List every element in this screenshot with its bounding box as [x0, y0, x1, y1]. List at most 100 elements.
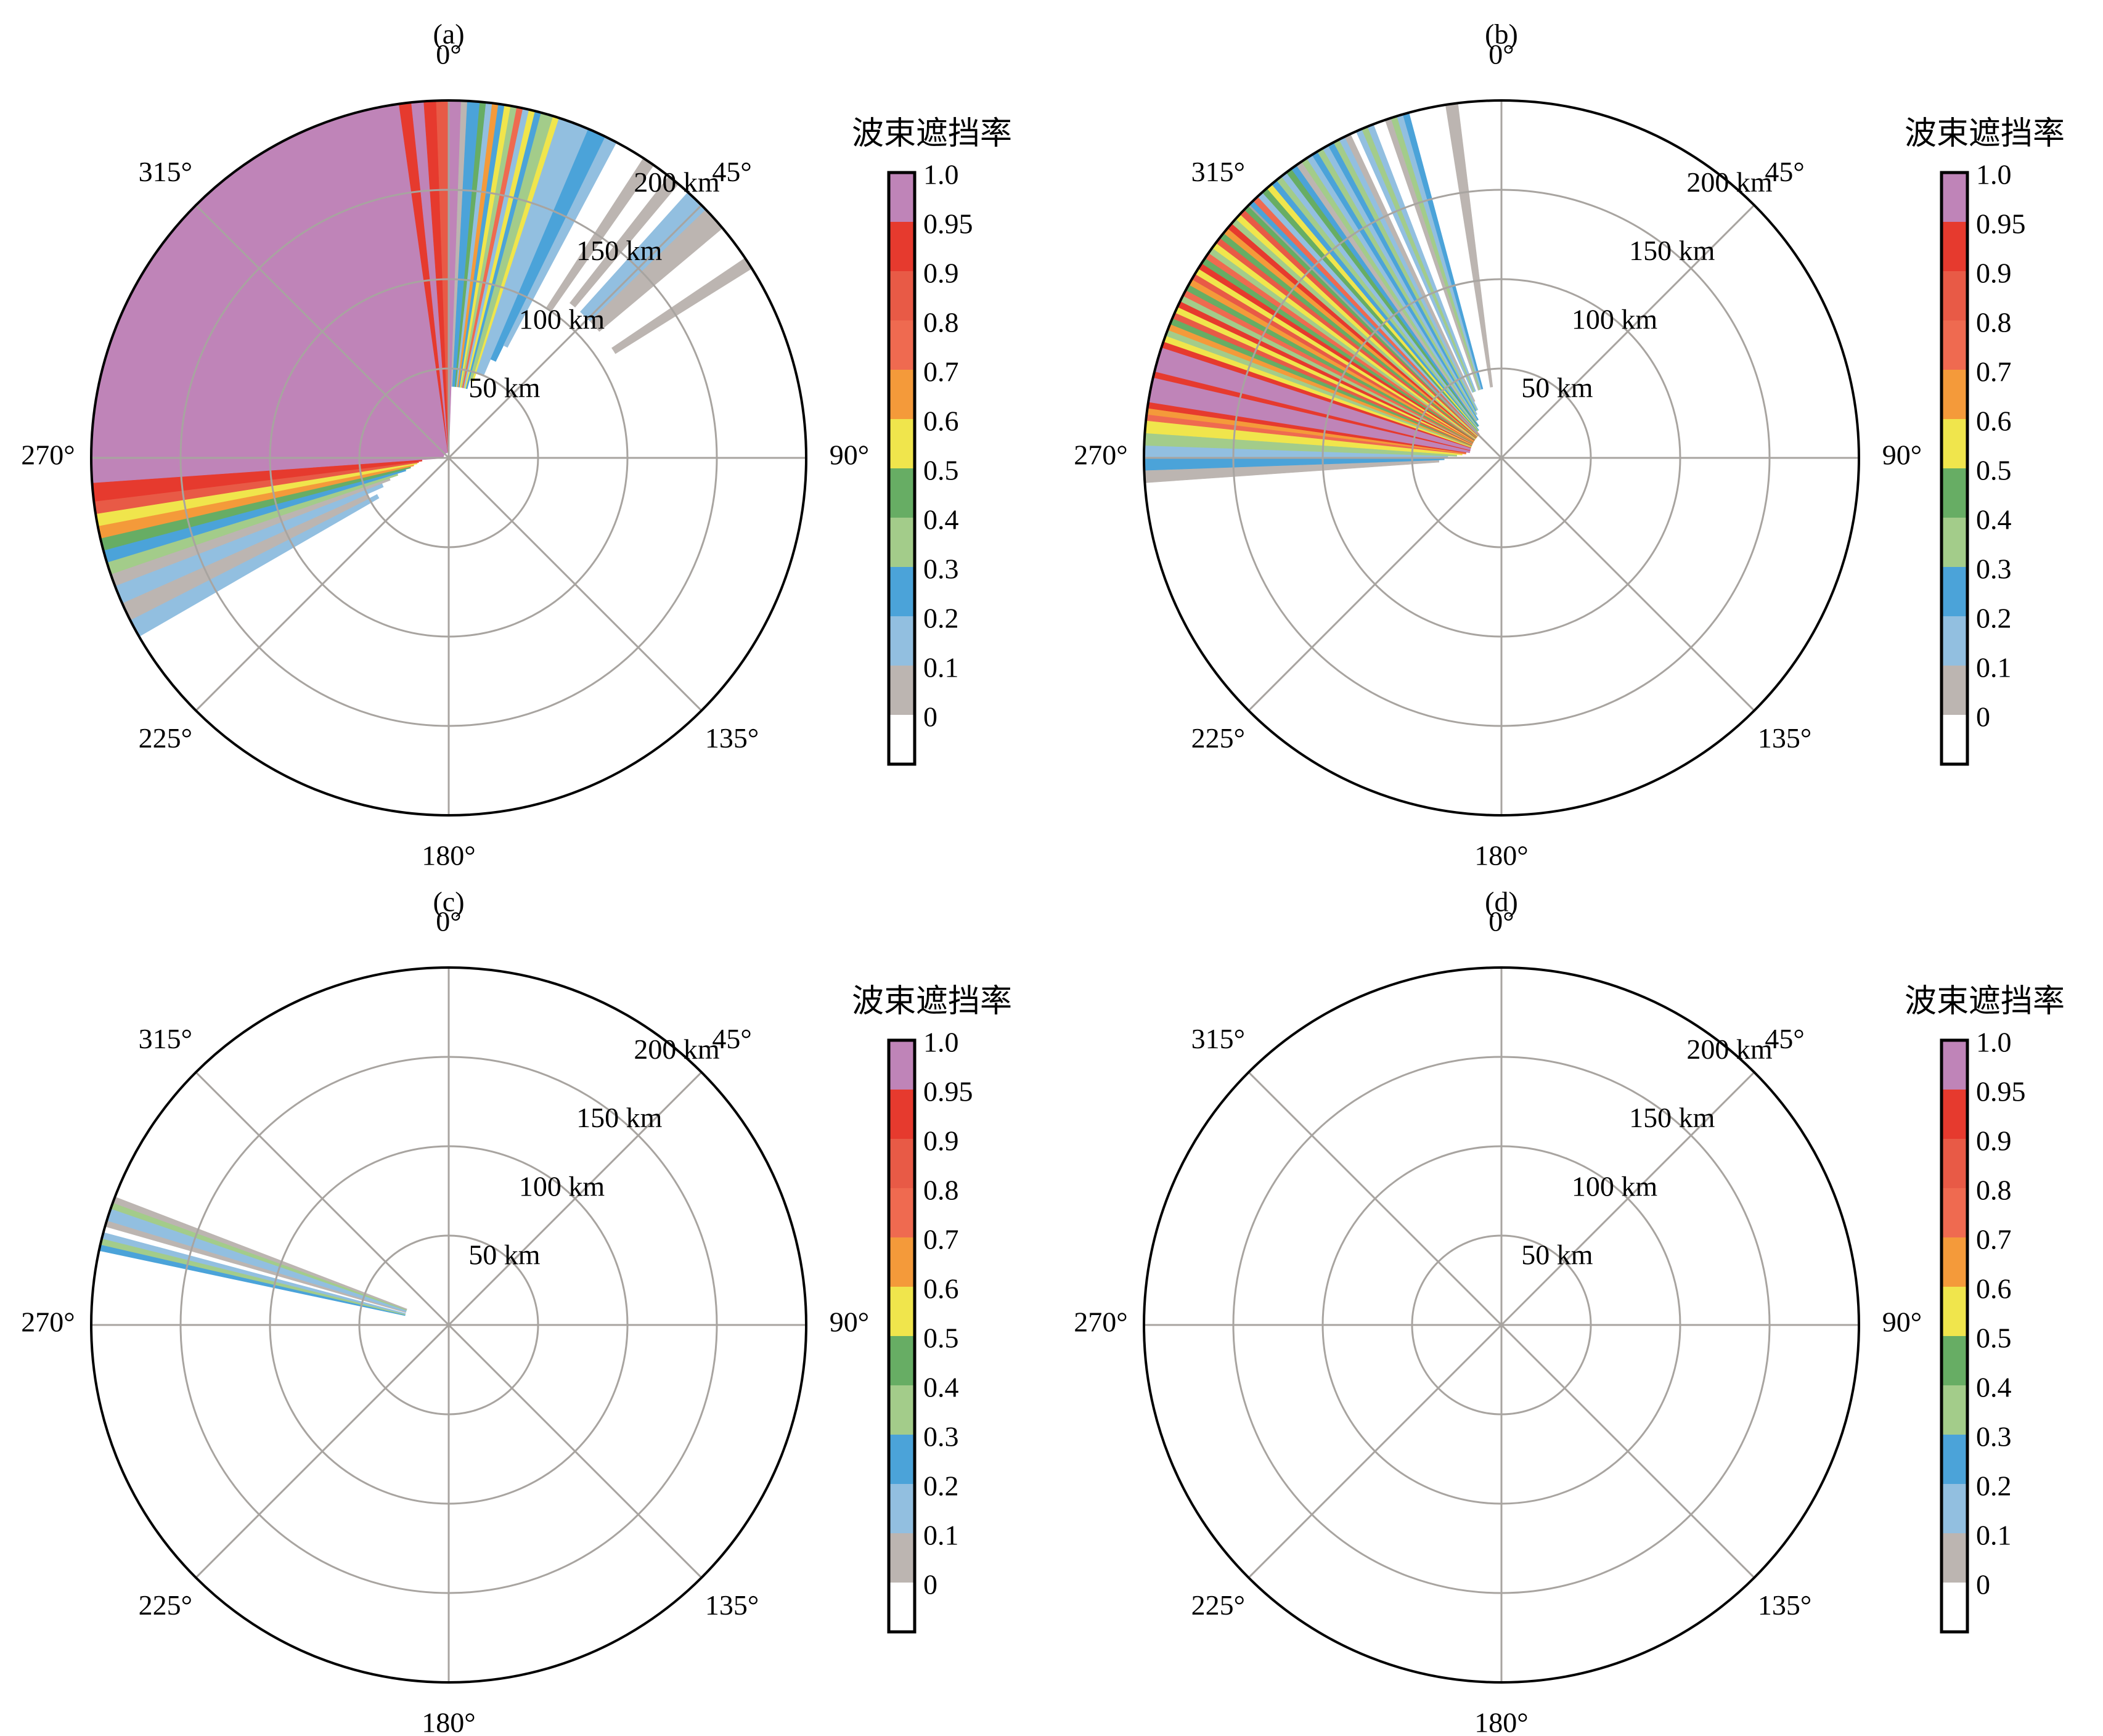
- angle-label: 45°: [712, 1023, 751, 1054]
- angle-label: 135°: [705, 1589, 759, 1621]
- colorbar-bin: [889, 715, 915, 764]
- angle-label: 90°: [830, 1306, 869, 1338]
- colorbar-bin: [1942, 616, 1967, 666]
- azimuth-spoke: [195, 1324, 450, 1579]
- angle-label: 315°: [139, 1023, 192, 1054]
- ring-label: 50 km: [1521, 1239, 1593, 1270]
- colorbar-bin: [1942, 1090, 1967, 1139]
- colorbar-tick-label: 0.5: [923, 455, 959, 486]
- colorbar-tick-label: 0.4: [1976, 1372, 2012, 1403]
- plot-rim: [1143, 99, 1860, 817]
- colorbar-title: 波束遮挡率: [1905, 115, 2065, 152]
- colorbar-frame: [1940, 1038, 1969, 1634]
- colorbar-tick-label: 0.5: [1976, 1322, 2012, 1354]
- colorbar-frame: [1940, 171, 1969, 766]
- colorbar-bin: [889, 370, 915, 419]
- azimuth-spoke: [447, 204, 703, 459]
- colorbar-bin: [889, 1385, 915, 1435]
- colorbar-tick-label: 0.3: [1976, 1421, 2012, 1453]
- colorbar-tick-label: 0.3: [1976, 553, 2012, 585]
- colorbar-tick-label: 0.2: [923, 603, 959, 634]
- colorbar-tick-label: 0.7: [923, 356, 959, 388]
- colorbar-tick-label: 0: [1976, 1569, 1990, 1600]
- colorbar-bin: [889, 518, 915, 567]
- colorbar-tick-label: 0.8: [1976, 1175, 2012, 1206]
- colorbar-bin: [889, 320, 915, 370]
- angle-label: 90°: [1882, 439, 1922, 471]
- colorbar-bin: [1942, 1484, 1967, 1533]
- colorbar-tick-label: 0: [923, 1569, 937, 1600]
- colorbar-bin: [1942, 1533, 1967, 1583]
- ring-label: 200 km: [1686, 166, 1773, 198]
- ring-label: 150 km: [1629, 1102, 1715, 1133]
- colorbar-tick-label: 0.3: [923, 553, 959, 585]
- colorbar-bin: [1942, 1385, 1967, 1435]
- panel-label: (b): [1485, 18, 1518, 50]
- colorbar-tick-label: 0.1: [1976, 1520, 2012, 1551]
- angle-label: 0°: [1488, 39, 1514, 70]
- colorbar-tick-label: 1.0: [1976, 1027, 2012, 1058]
- angle-label: 180°: [1474, 840, 1528, 871]
- colorbar-bin: [1942, 567, 1967, 616]
- ring-label: 100 km: [1572, 303, 1658, 335]
- panel-label: (c): [433, 886, 464, 918]
- colorbar-bin: [1942, 1583, 1967, 1632]
- colorbar-tick-label: 0.9: [923, 1125, 959, 1157]
- azimuth-spoke: [1248, 457, 1503, 712]
- colorbar-bin: [1942, 1139, 1967, 1188]
- panel-b: (b)0° 45° 90° 135° 180° 225° 270° 315° 50 km 100 …: [1074, 18, 2065, 871]
- colorbar-tick-label: 0: [1976, 701, 1990, 733]
- colorbar-bin: [889, 1040, 915, 1090]
- colorbar-bin: [889, 173, 915, 222]
- panel-c: (c)0° 45° 90° 135° 180° 225° 270° 315° 50 km 100 …: [21, 886, 1012, 1736]
- angle-label: 135°: [705, 722, 759, 754]
- colorbar-tick-label: 0.95: [1976, 1076, 2026, 1107]
- ring-label: 150 km: [1629, 235, 1715, 266]
- colorbar-bin: [889, 1336, 915, 1385]
- colorbar-tick-label: 0: [923, 701, 937, 733]
- colorbar-tick-label: 0.3: [923, 1421, 959, 1453]
- angle-label: 315°: [139, 156, 192, 187]
- angle-label: 135°: [1758, 722, 1811, 754]
- colorbar-tick-label: 1.0: [1976, 159, 2012, 190]
- colorbar-tick-label: 1.0: [923, 159, 959, 190]
- colorbar-bin: [889, 1533, 915, 1583]
- ring-label: 150 km: [576, 235, 663, 266]
- colorbar-tick-label: 0.8: [1976, 307, 2012, 338]
- colorbar-tick-label: 1.0: [923, 1027, 959, 1058]
- angle-label: 90°: [830, 439, 869, 471]
- colorbar-tick-label: 0.4: [923, 1372, 959, 1403]
- colorbar-tick-label: 0.1: [923, 652, 959, 683]
- ring-label: 100 km: [1572, 1170, 1658, 1202]
- colorbar-bin: [1942, 370, 1967, 419]
- angle-label: 0°: [436, 39, 461, 70]
- colorbar-bin: [1942, 518, 1967, 567]
- colorbar-bin: [889, 1090, 915, 1139]
- colorbar-bin: [1942, 271, 1967, 320]
- azimuth-spoke: [447, 1071, 703, 1326]
- ring-label: 100 km: [519, 1170, 605, 1202]
- colorbar-tick-label: 0.8: [923, 1175, 959, 1206]
- angle-label: 315°: [1191, 156, 1245, 187]
- colorbar-bin: [1942, 666, 1967, 715]
- angle-label: 315°: [1191, 1023, 1245, 1054]
- colorbar-bin: [889, 1188, 915, 1237]
- colorbar: 0 0.1 0.2 0.3 0.4 0.5 0.6 0.7 0.8 0.9 0.95 1.0 波束遮挡率: [852, 983, 1012, 1634]
- colorbar-tick-label: 0.5: [923, 1322, 959, 1354]
- colorbar-tick-label: 0.6: [923, 405, 959, 437]
- ring-label: 200 km: [634, 1033, 720, 1065]
- colorbar-bin: [889, 567, 915, 616]
- azimuth-spoke: [195, 204, 450, 459]
- colorbar-bin: [889, 222, 915, 271]
- colorbar-bin: [889, 1287, 915, 1336]
- colorbar-frame: [887, 171, 917, 766]
- colorbar-title: 波束遮挡率: [1905, 983, 2065, 1020]
- colorbar-bin: [1942, 222, 1967, 271]
- colorbar-tick-label: 0.2: [923, 1470, 959, 1502]
- azimuth-spoke: [195, 1071, 450, 1326]
- ring-label: 150 km: [576, 1102, 663, 1133]
- colorbar-tick-label: 0.95: [923, 208, 973, 240]
- azimuth-spoke: [1248, 204, 1503, 459]
- angle-label: 270°: [21, 439, 75, 471]
- colorbar-tick-label: 0.1: [923, 1520, 959, 1551]
